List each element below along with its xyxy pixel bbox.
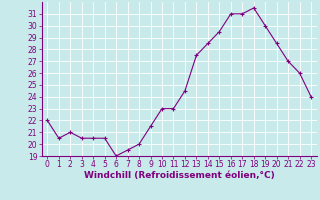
- X-axis label: Windchill (Refroidissement éolien,°C): Windchill (Refroidissement éolien,°C): [84, 171, 275, 180]
